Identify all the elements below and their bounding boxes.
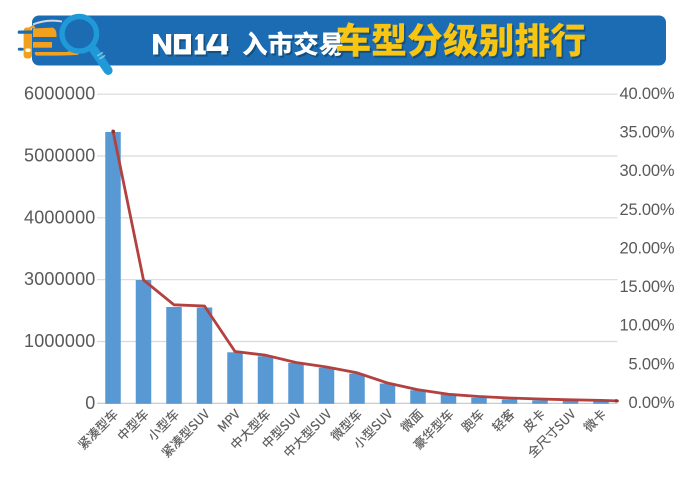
svg-text:40.00%: 40.00% (620, 85, 675, 103)
svg-text:5.00%: 5.00% (629, 355, 675, 373)
svg-text:3000000: 3000000 (24, 269, 95, 289)
svg-text:10.00%: 10.00% (620, 317, 675, 335)
svg-text:30.00%: 30.00% (620, 162, 675, 180)
svg-text:25.00%: 25.00% (620, 201, 675, 219)
svg-text:5000000: 5000000 (24, 146, 95, 166)
svg-text:6000000: 6000000 (24, 84, 95, 104)
svg-text:0: 0 (85, 393, 95, 413)
svg-text:0.00%: 0.00% (629, 394, 675, 412)
svg-text:15.00%: 15.00% (620, 278, 675, 296)
svg-text:1000000: 1000000 (24, 331, 95, 351)
svg-text:4000000: 4000000 (24, 207, 95, 227)
svg-text:20.00%: 20.00% (620, 239, 675, 257)
svg-text:35.00%: 35.00% (620, 124, 675, 142)
